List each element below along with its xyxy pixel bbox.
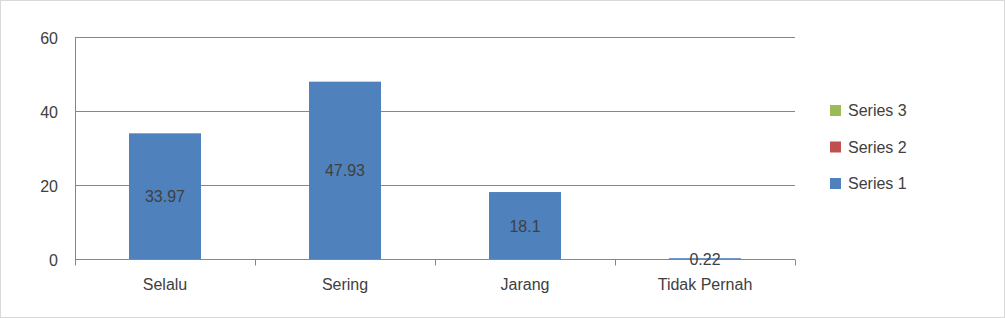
legend-label: Series 1 [848, 175, 907, 192]
y-tick-label: 20 [40, 178, 58, 195]
bar [489, 192, 561, 259]
legend-label: Series 2 [848, 139, 907, 156]
y-tick-label: 0 [49, 252, 58, 269]
x-tick-label: Sering [322, 276, 368, 293]
grid-line [75, 111, 795, 112]
x-tick-label: Tidak Pernah [658, 276, 753, 293]
legend-swatch [830, 105, 841, 116]
x-category-divider [75, 260, 76, 266]
x-tick-label: Jarang [501, 276, 550, 293]
x-category-divider [255, 260, 256, 266]
bars [129, 82, 741, 259]
data-label: 47.93 [325, 162, 365, 179]
chart-border [1, 1, 1005, 318]
y-tick-label: 60 [40, 30, 58, 47]
legend-label: Series 3 [848, 102, 907, 119]
x-category-divider [435, 260, 436, 266]
legend-swatch [830, 142, 841, 153]
data-labels: 33.97 47.93 18.1 0.22 [145, 162, 721, 267]
chart: 0 20 40 60 Selalu Sering Jarang Tidak Pernah 33.… [0, 0, 1005, 318]
data-label: 33.97 [145, 188, 185, 205]
bar [309, 82, 381, 259]
x-category-divider [795, 260, 796, 266]
data-label: 18.1 [509, 218, 540, 235]
data-label: 0.22 [689, 251, 720, 268]
x-category-divider [615, 260, 616, 266]
legend: Series 3 Series 2 Series 1 [830, 102, 907, 192]
y-axis-line [75, 37, 76, 259]
x-tick-label: Selalu [143, 276, 187, 293]
y-tick-label: 40 [40, 104, 58, 121]
legend-swatch [830, 178, 841, 189]
grid-line [75, 37, 795, 38]
bar [129, 133, 201, 259]
